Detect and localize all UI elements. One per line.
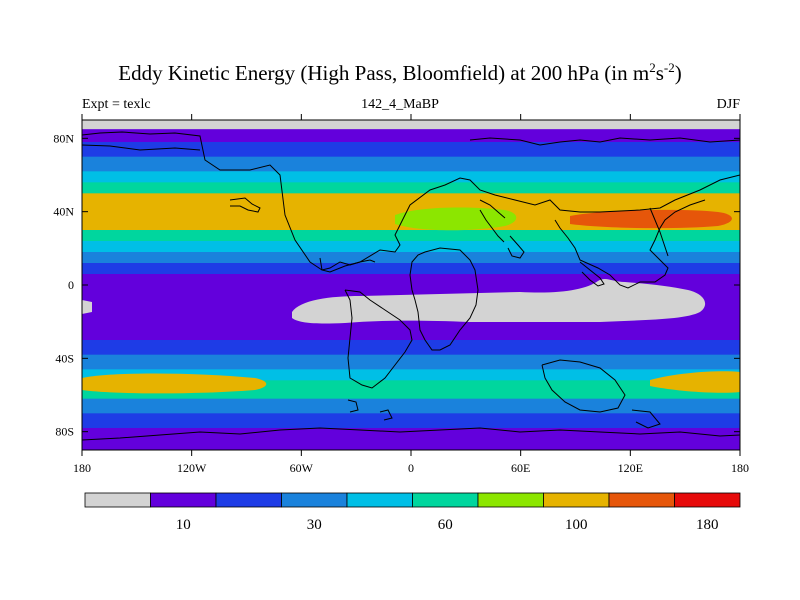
x-tick-label: 180	[73, 461, 91, 475]
colorbar-box	[150, 492, 217, 508]
colorbar-label: 10	[176, 517, 191, 533]
y-tick-label: 0	[68, 278, 74, 292]
x-tick-label: 60W	[290, 461, 314, 475]
colorbar-box	[412, 492, 479, 508]
x-tick-label: 120E	[618, 461, 643, 475]
jet-core-pacific	[580, 212, 716, 224]
colorbar-label: 30	[307, 517, 322, 533]
contour-band	[82, 129, 740, 143]
x-tick-label: 0	[408, 461, 414, 475]
contour-band	[82, 171, 740, 183]
colorbar-label: 60	[438, 517, 453, 533]
run-id-label: 142_4_MaBP	[361, 97, 439, 112]
y-tick-label: 80S	[55, 425, 74, 439]
low-value-region	[292, 279, 706, 324]
y-tick-label: 40N	[53, 205, 74, 219]
coastlines	[82, 131, 740, 441]
contour-band	[82, 413, 740, 429]
colorbar-box	[281, 492, 348, 508]
colorbar-label: 180	[696, 517, 719, 533]
y-tick-label: 80N	[53, 131, 74, 145]
low-value-region-west	[82, 300, 92, 314]
contour-band	[82, 369, 740, 381]
contour-band	[82, 142, 740, 158]
x-tick-label: 120W	[177, 461, 207, 475]
colorbar-box	[346, 492, 413, 508]
contour-fill	[82, 120, 740, 450]
colorbar-box	[674, 492, 741, 508]
contour-band	[82, 340, 740, 356]
colorbar-label: 100	[565, 517, 588, 533]
contour-band	[82, 156, 740, 172]
contour-band	[82, 120, 740, 130]
season-label: DJF	[716, 97, 740, 112]
plot-title: Eddy Kinetic Energy (High Pass, Bloomfie…	[118, 60, 682, 85]
colorbar-box	[608, 492, 675, 508]
contour-band	[82, 354, 740, 370]
y-tick-label: 40S	[55, 351, 74, 365]
colorbar: 10 30 60 100 180	[84, 492, 741, 533]
contour-band	[82, 252, 740, 264]
contour-band	[82, 241, 740, 253]
colorbar-box	[84, 492, 151, 508]
sh-jet-east	[650, 371, 740, 393]
x-tick-label: 60E	[511, 461, 530, 475]
jet-green-atlantic	[395, 207, 517, 231]
experiment-label: Expt = texlc	[82, 97, 151, 112]
colorbar-box	[477, 492, 544, 508]
contour-band	[82, 398, 740, 414]
contour-band	[82, 182, 740, 194]
sh-jet-west	[82, 373, 267, 394]
axis-ticks: 180 120W 60W 0 60E 120E 180 80N 40N 0 40S 80S	[53, 114, 749, 475]
x-tick-label: 180	[731, 461, 749, 475]
contour-band	[82, 230, 740, 242]
colorbar-box	[543, 492, 610, 508]
colorbar-box	[215, 492, 282, 508]
